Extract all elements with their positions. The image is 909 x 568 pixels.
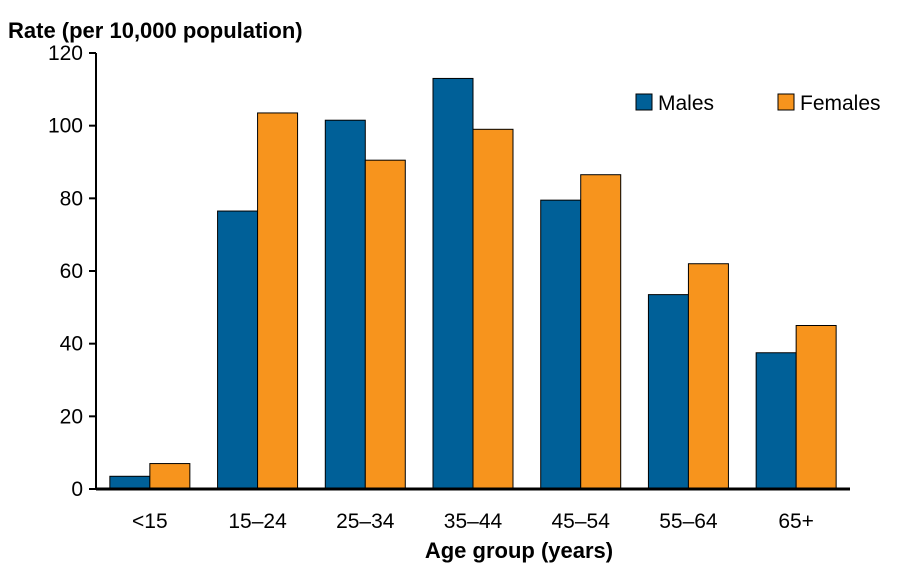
legend-swatch-females — [777, 93, 795, 111]
y-tick-label: 0 — [71, 478, 83, 501]
y-tick-label: 80 — [60, 187, 83, 210]
bar-males-1 — [217, 210, 259, 490]
y-tick-label: 20 — [60, 405, 83, 428]
bar-males-2 — [324, 119, 366, 490]
y-axis-ticks: 0 20 40 60 80 100 120 — [48, 42, 96, 501]
x-axis-ticks: <15 15–24 25–34 35–44 45–54 55–64 65+ — [132, 510, 814, 533]
x-tick-label: 65+ — [778, 510, 814, 533]
bar-males-3 — [432, 77, 474, 490]
bars — [109, 77, 837, 490]
bar-females-2 — [364, 159, 406, 490]
bar-females-5 — [687, 263, 729, 490]
x-tick-label: 15–24 — [228, 510, 287, 533]
x-tick-label: 55–64 — [659, 510, 718, 533]
x-tick-label: 25–34 — [336, 510, 395, 533]
y-axis-label: Rate (per 10,000 population) — [8, 18, 303, 43]
bar-males-4 — [540, 199, 582, 490]
bar-males-6 — [755, 352, 797, 490]
y-tick-label: 60 — [60, 260, 83, 283]
bar-females-0 — [149, 463, 191, 490]
bar-females-1 — [257, 112, 299, 490]
legend-label-females: Females — [800, 92, 881, 115]
y-tick-label: 100 — [48, 115, 83, 138]
bar-females-3 — [472, 128, 514, 490]
x-axis-label: Age group (years) — [425, 538, 613, 563]
bar-males-0 — [109, 475, 151, 490]
legend-swatch-males — [635, 93, 653, 111]
x-tick-label: <15 — [132, 510, 168, 533]
bar-males-5 — [647, 294, 689, 490]
bar-females-6 — [795, 325, 837, 490]
x-tick-label: 45–54 — [552, 510, 611, 533]
bar-females-4 — [580, 174, 622, 490]
y-tick-label: 40 — [60, 333, 83, 356]
x-tick-label: 35–44 — [444, 510, 503, 533]
legend: Males Females — [635, 92, 881, 115]
legend-label-males: Males — [658, 92, 714, 115]
y-tick-label: 120 — [48, 42, 83, 65]
